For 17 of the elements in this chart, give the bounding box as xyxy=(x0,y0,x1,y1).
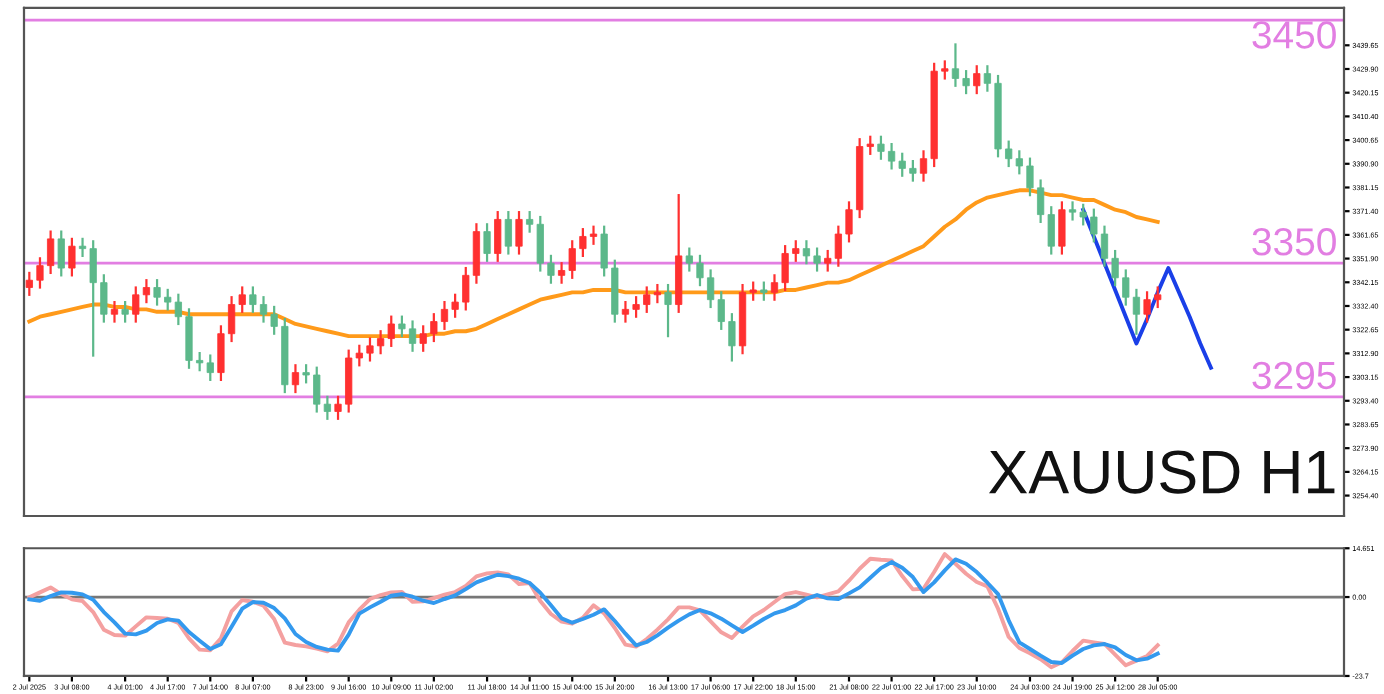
candlestick xyxy=(121,300,129,323)
ref-line-label: 3295 xyxy=(1252,361,1336,390)
annotation: XAUUSD H1 xyxy=(988,450,1335,494)
candlestick xyxy=(494,211,502,262)
candlestick xyxy=(483,223,491,262)
candlestick xyxy=(57,230,65,277)
candlestick xyxy=(973,65,981,95)
candlestick xyxy=(68,237,76,277)
candlestick xyxy=(110,300,119,323)
ref-line-label: 3350 xyxy=(1252,227,1336,256)
candlestick xyxy=(291,364,300,394)
line-series xyxy=(1081,207,1213,370)
candlestick xyxy=(504,211,512,255)
candlestick xyxy=(664,283,672,338)
ref-line-label: 3450 xyxy=(1252,21,1336,49)
candlestick xyxy=(1058,201,1066,255)
candlestick xyxy=(515,211,523,255)
